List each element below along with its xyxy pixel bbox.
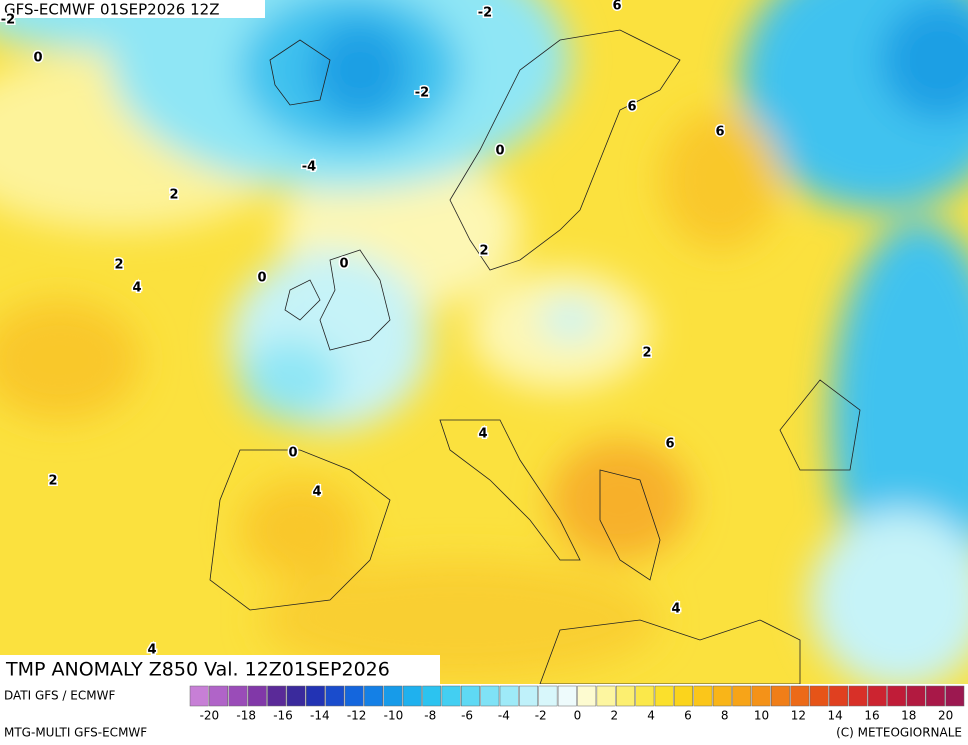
colorbar-swatch [596, 685, 616, 707]
contour-label: 0 [339, 257, 348, 272]
source-label: DATI GFS / ECMWF [4, 689, 115, 703]
contour-label: -2 [478, 6, 492, 21]
header-title: GFS-ECMWF 01SEP2026 12Z [4, 1, 219, 19]
colorbar-swatch [712, 685, 732, 707]
colorbar-swatch [848, 685, 868, 707]
contour-label: -2 [415, 86, 429, 101]
colorbar-swatch [557, 685, 577, 707]
colorbar-swatch [441, 685, 461, 707]
colorbar-label: 20 [938, 709, 953, 723]
colorbar-swatch [209, 685, 228, 707]
colorbar-swatch [306, 685, 325, 707]
colorbar-swatch [616, 685, 635, 707]
colorbar-label: -14 [310, 709, 330, 723]
colorbar-label: 12 [791, 709, 806, 723]
colorbar-label: -12 [347, 709, 367, 723]
colorbar-swatch [422, 685, 442, 707]
colorbar-swatch [189, 685, 209, 707]
colorbar-swatch [383, 685, 403, 707]
copyright: (C) METEOGIORNALE [836, 726, 962, 740]
contour-label: 0 [33, 51, 42, 66]
colorbar-label: 10 [754, 709, 769, 723]
contour-label: 0 [495, 144, 504, 159]
contour-label: 2 [114, 258, 123, 273]
contour-label: 4 [312, 485, 321, 500]
header-box [0, 0, 265, 18]
colorbar-label: -8 [424, 709, 436, 723]
colorbar-swatch [906, 685, 926, 707]
colorbar-label: -2 [535, 709, 547, 723]
contour-label: 6 [627, 100, 636, 115]
colorbar-label: 16 [864, 709, 879, 723]
colorbar-swatch [829, 685, 848, 707]
colorbar-label: 6 [684, 709, 692, 723]
contour-label: 4 [478, 427, 487, 442]
colorbar-swatch [519, 685, 538, 707]
colorbar-swatch [654, 685, 674, 707]
footer-title: TMP ANOMALY Z850 Val. 12Z01SEP2026 [5, 659, 390, 681]
colorbar-swatch [771, 685, 790, 707]
colorbar-label: -10 [384, 709, 404, 723]
colorbar-swatch [693, 685, 713, 707]
colorbar-swatch [344, 685, 364, 707]
colorbar-swatch [228, 685, 248, 707]
colorbar-label: -4 [498, 709, 510, 723]
contour-label: 6 [665, 437, 674, 452]
contour-label: 2 [48, 474, 57, 489]
colorbar-label: 14 [828, 709, 843, 723]
contour-label: 0 [288, 446, 297, 461]
colorbar-swatch [538, 685, 558, 707]
contour-label: 2 [169, 188, 178, 203]
colorbar-swatch [790, 685, 810, 707]
colorbar-swatch [402, 685, 422, 707]
colorbar-swatch [945, 685, 965, 707]
contour-label: 2 [479, 244, 488, 259]
colorbar-label: -20 [200, 709, 220, 723]
contour-label: 4 [147, 643, 156, 658]
contour-label: -4 [302, 160, 316, 175]
colorbar-swatch [461, 685, 480, 707]
contour-label: 0 [257, 271, 266, 286]
contour-label: 4 [671, 602, 680, 617]
colorbar-label: -6 [461, 709, 473, 723]
contour-label: 6 [715, 125, 724, 140]
colorbar-label: 4 [647, 709, 655, 723]
colorbar-swatch [732, 685, 752, 707]
model-label: MTG-MULTI GFS-ECMWF [4, 726, 147, 740]
colorbar-swatch [674, 685, 693, 707]
colorbar-swatch [751, 685, 771, 707]
colorbar-swatch [809, 685, 829, 707]
colorbar-swatch [867, 685, 887, 707]
map [0, 0, 968, 684]
colorbar-swatch [325, 685, 345, 707]
colorbar-swatch [267, 685, 287, 707]
colorbar-swatch [926, 685, 945, 707]
colorbar-swatch [247, 685, 267, 707]
colorbar-label: 2 [610, 709, 618, 723]
colorbar-label: 18 [901, 709, 916, 723]
colorbar-swatch [480, 685, 500, 707]
colorbar-label: 8 [721, 709, 729, 723]
footer-title-box [0, 655, 440, 684]
contour-label: 2 [642, 346, 651, 361]
colorbar-swatch [635, 685, 655, 707]
colorbar-label: 0 [574, 709, 582, 723]
colorbar-swatch [887, 685, 907, 707]
contour-label: 4 [132, 281, 141, 296]
colorbar-swatch [286, 685, 306, 707]
coastlines [209, 29, 861, 684]
contour-label: 6 [612, 0, 621, 14]
colorbar-swatch [364, 685, 383, 707]
colorbar-label: -16 [273, 709, 293, 723]
colorbar-swatch [577, 685, 597, 707]
colorbar-swatch [499, 685, 519, 707]
contour-label: -2 [1, 13, 15, 28]
colorbar-label: -18 [236, 709, 256, 723]
